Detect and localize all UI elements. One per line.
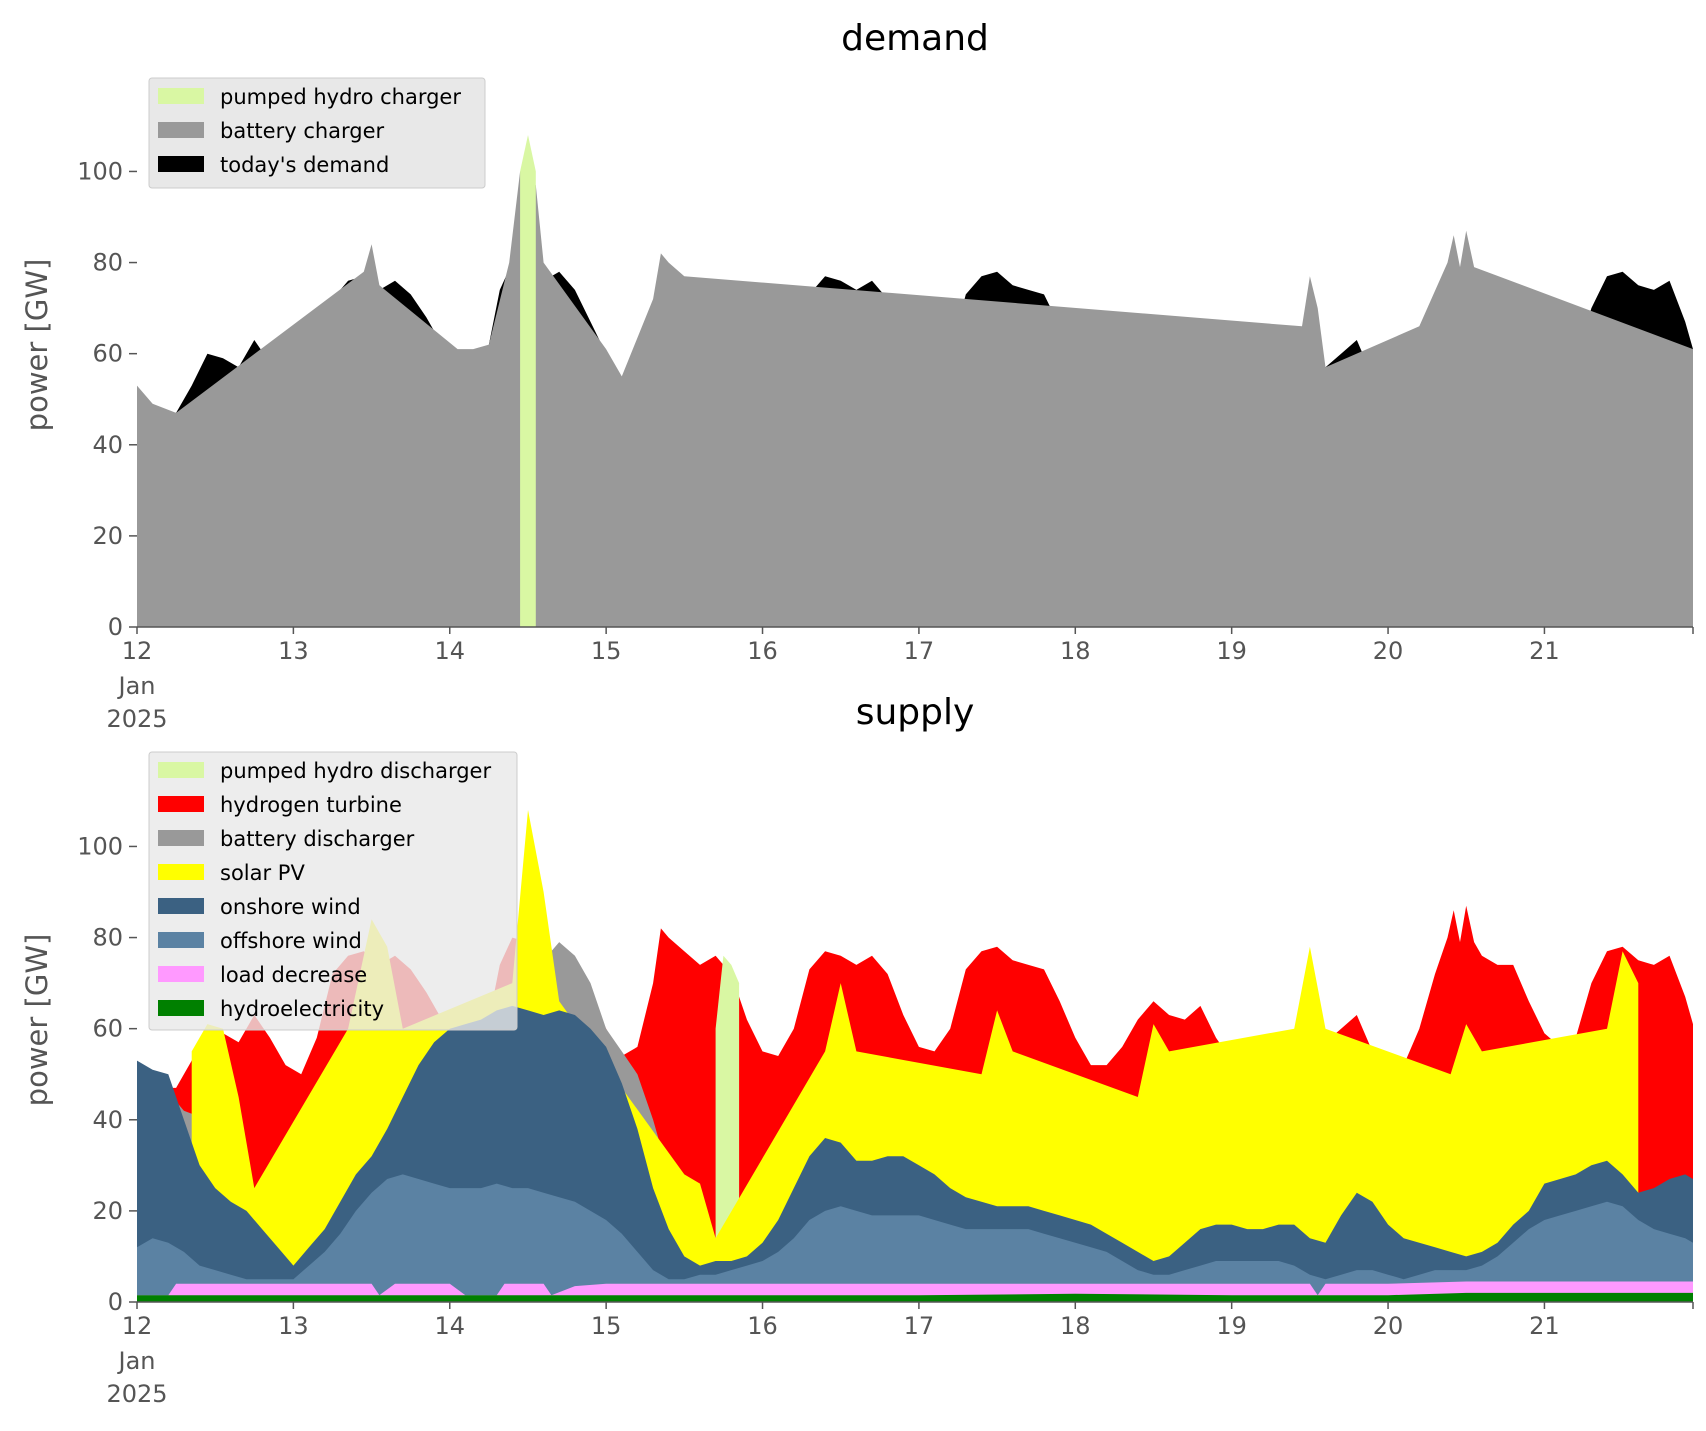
demand-x-tick-label: 12 [122,637,153,665]
demand-y-tick-label: 80 [92,249,123,277]
demand-x-tick-month: Jan [117,672,156,700]
supply-x-tick-label: 21 [1529,1312,1560,1340]
demand-legend-box [148,77,486,189]
demand-series-pumped-hydro-charger [520,135,536,627]
legend-swatch-solar-pv [158,864,204,880]
demand-x-tick-label: 18 [1060,637,1091,665]
legend-swatch-hydrogen-turbine [158,796,204,812]
supply-x-tick-label: 18 [1060,1312,1091,1340]
legend-swatch-battery-discharger [158,830,204,846]
supply-y-tick-label: 100 [77,832,123,860]
legend-swatch-offshore-wind [158,932,204,948]
demand-y-tick-label: 0 [108,613,123,641]
legend-swatch-todays-demand [158,156,204,172]
demand-x-tick-label: 13 [278,637,309,665]
supply-x-tick-label: 16 [747,1312,778,1340]
demand-areas [137,135,1693,627]
legend-label-offshore-wind: offshore wind [220,929,362,953]
legend-label-solar-pv: solar PV [220,861,305,885]
supply-y-tick-label: 0 [108,1288,123,1316]
supply-areas [137,810,1693,1302]
demand-x-tick-label: 15 [591,637,622,665]
legend-swatch-onshore-wind [158,898,204,914]
legend-label-onshore-wind: onshore wind [220,895,361,919]
legend-label-hydroelectricity: hydroelectricity [220,997,384,1021]
demand-x-tick-label: 17 [904,637,935,665]
supply-x-tick-month: Jan [117,1347,156,1375]
supply-legend-box [148,751,518,1031]
legend-label-battery-charger: battery charger [220,119,385,143]
legend-swatch-load-decrease [158,966,204,982]
demand-x-tick-label: 19 [1216,637,1247,665]
supply-chart: supply power [GW] 0 20 40 60 80 100 12 Jan 2025… [20,692,1694,1408]
legend-label-todays-demand: today's demand [220,153,389,177]
supply-x-tick-label: 19 [1216,1312,1247,1340]
demand-x-tick-label: 21 [1529,637,1560,665]
legend-label-pumped-hydro-discharger: pumped hydro discharger [220,759,491,783]
supply-series-hydroelectricity [137,1292,1693,1302]
supply-y-ticks: 0 20 40 60 80 100 [77,832,137,1316]
supply-series-offshore-wind [137,1174,1693,1302]
demand-y-tick-label: 60 [92,340,123,368]
supply-x-tick-label: 12 [122,1312,153,1340]
legend-label-load-decrease: load decrease [220,963,367,987]
supply-y-tick-label: 60 [92,1015,123,1043]
demand-y-axis-label: power [GW] [20,259,54,432]
supply-x-tick-label: 17 [904,1312,935,1340]
legend-label-hydrogen-turbine: hydrogen turbine [220,793,402,817]
supply-x-tick-label: 13 [278,1312,309,1340]
demand-x-tick-label: 14 [434,637,465,665]
demand-x-ticks: 12 Jan 2025 13 14 15 16 17 18 19 20 21 [106,627,1694,733]
demand-legend: pumped hydro charger battery charger tod… [148,77,486,189]
supply-x-ticks: 12 Jan 2025 13 14 15 16 17 18 19 20 21 [106,1302,1694,1408]
legend-label-battery-discharger: battery discharger [220,827,415,851]
demand-series-battery-charger [137,171,1693,627]
demand-y-tick-label: 40 [92,431,123,459]
legend-swatch-pumped-hydro-discharger [158,762,204,778]
legend-swatch-pumped-hydro-charger [158,88,204,104]
supply-y-axis-label: power [GW] [20,934,54,1107]
demand-y-tick-label: 100 [77,157,123,185]
supply-y-tick-label: 80 [92,924,123,952]
supply-x-tick-label: 14 [434,1312,465,1340]
legend-swatch-battery-charger [158,122,204,138]
demand-chart: demand power [GW] 0 20 40 60 80 100 12 Jan 2025… [20,18,1694,733]
demand-x-tick-label: 20 [1373,637,1404,665]
demand-x-tick-label: 16 [747,637,778,665]
supply-title: supply [856,692,975,733]
demand-title: demand [841,18,989,59]
legend-label-pumped-hydro-charger: pumped hydro charger [220,85,461,109]
demand-x-tick-year: 2025 [106,705,167,733]
supply-x-tick-year: 2025 [106,1380,167,1408]
demand-y-tick-label: 20 [92,522,123,550]
legend-swatch-hydroelectricity [158,1000,204,1016]
supply-x-tick-label: 15 [591,1312,622,1340]
demand-y-ticks: 0 20 40 60 80 100 [77,157,137,641]
supply-x-tick-label: 20 [1373,1312,1404,1340]
supply-y-tick-label: 40 [92,1106,123,1134]
supply-legend: pumped hydro discharger hydrogen turbine… [148,751,518,1031]
supply-y-tick-label: 20 [92,1197,123,1225]
